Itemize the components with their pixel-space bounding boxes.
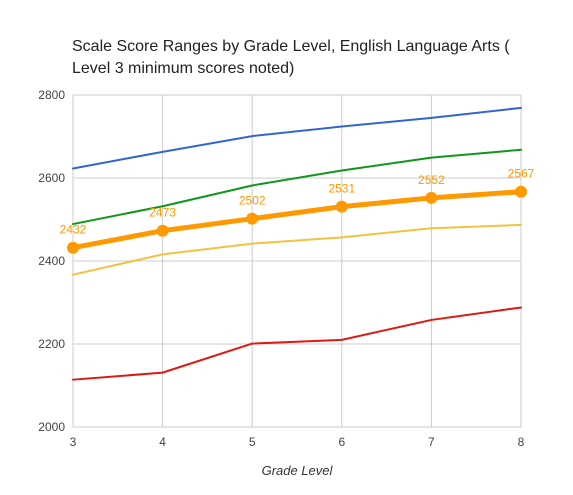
data-point <box>425 191 438 204</box>
data-label: 2432 <box>60 223 87 237</box>
data-point <box>67 241 79 254</box>
data-label: 2473 <box>149 206 176 220</box>
tick-layer: 2000 2200 2400 2600 2800 3 4 5 6 7 8 <box>38 88 524 449</box>
x-tick-label: 3 <box>70 435 77 449</box>
data-point <box>156 224 169 237</box>
series-line-1 <box>72 106 522 170</box>
data-point <box>335 200 348 213</box>
series-line-5 <box>72 306 522 381</box>
y-tick-label: 2200 <box>38 337 65 351</box>
x-tick-label: 8 <box>518 435 525 449</box>
series-line-2 <box>72 148 522 226</box>
y-tick-label: 2800 <box>38 88 65 102</box>
data-label: 2502 <box>239 194 266 208</box>
chart-title-line-2: Level 3 minimum scores noted) <box>72 60 295 77</box>
series-layer <box>67 106 527 381</box>
grid-layer <box>72 94 522 428</box>
y-tick-label: 2600 <box>38 171 65 185</box>
series-line-3 <box>70 189 524 251</box>
x-tick-label: 7 <box>428 435 435 449</box>
data-point <box>515 185 527 198</box>
data-label: 2567 <box>508 167 535 181</box>
x-tick-label: 6 <box>338 435 345 449</box>
chart-title-line-1: Scale Score Ranges by Grade Level, Engli… <box>72 38 510 55</box>
x-tick-label: 5 <box>249 435 256 449</box>
y-tick-label: 2000 <box>38 420 65 434</box>
x-tick-label: 4 <box>159 435 166 449</box>
x-axis-title: Grade Level <box>262 463 334 478</box>
series-line-4 <box>72 223 522 276</box>
data-label: 2531 <box>328 182 355 196</box>
data-label: 2552 <box>418 173 445 187</box>
data-label-layer: 2432 2473 2502 2531 2552 2567 <box>60 167 535 237</box>
y-tick-label: 2400 <box>38 254 65 268</box>
data-point <box>246 212 259 225</box>
